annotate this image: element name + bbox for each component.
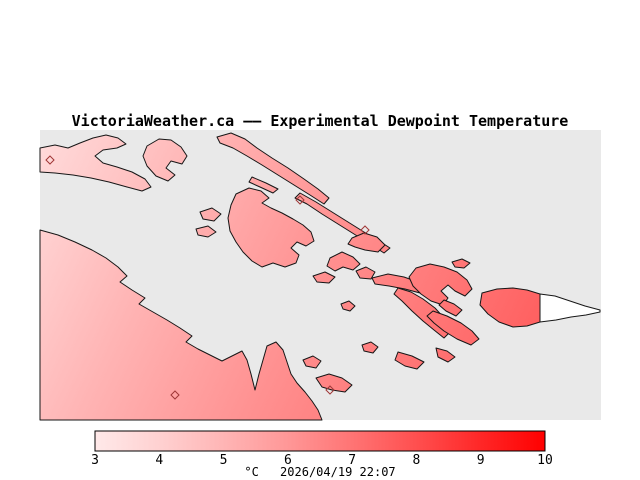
colorbar-tick-label: 10 xyxy=(537,453,553,468)
page-title: VictoriaWeather.ca —— Experimental Dewpo… xyxy=(72,112,569,130)
landmass-lummi-east xyxy=(479,287,541,328)
landmass-vancouver-island xyxy=(39,229,323,421)
colorbar-tick-label: 6 xyxy=(284,453,292,468)
landmasses xyxy=(39,132,601,421)
station-marker xyxy=(295,195,305,205)
landmass-gabriola-island xyxy=(142,138,188,182)
landmass-valdes-chain xyxy=(216,132,330,205)
landmass-orcas-island xyxy=(408,263,473,306)
colorbar-tick-label: 3 xyxy=(91,453,99,468)
landmass-saltspring-island xyxy=(227,187,315,268)
landmass-small-island-1 xyxy=(361,341,379,354)
station-marker xyxy=(45,155,55,165)
landmass-sucia-island xyxy=(451,258,471,269)
colorbar-tick-label: 9 xyxy=(477,453,485,468)
landmass-wallace-sliver xyxy=(248,176,279,194)
landmass-small-island-2 xyxy=(340,300,356,312)
landmass-lopez-island xyxy=(426,310,480,346)
landmass-shaw-island xyxy=(438,299,463,317)
landmass-kuper-island xyxy=(199,207,222,222)
colorbar: 3 4 5 6 7 8 9 10 °C 2026/04/19 22:07 xyxy=(91,430,553,479)
colorbar-tick-labels: 3 4 5 6 7 8 9 10 xyxy=(91,453,553,468)
station-marker xyxy=(325,385,335,395)
landmass-prevost-island xyxy=(312,271,336,284)
colorbar-tick-label: 5 xyxy=(220,453,228,468)
landmass-thetis-island xyxy=(195,225,217,238)
landmass-nanaimo-coast xyxy=(39,134,152,192)
landmass-pender-north xyxy=(326,251,361,272)
colorbar-tick-label: 4 xyxy=(155,453,163,468)
landmass-james-island xyxy=(302,355,322,369)
landmass-small-island-3 xyxy=(435,347,456,363)
colorbar-gradient-bar xyxy=(94,430,546,452)
station-markers xyxy=(45,155,370,400)
colorbar-tick-label: 7 xyxy=(348,453,356,468)
landmass-pender-south xyxy=(355,266,376,280)
colorbar-unit: °C xyxy=(244,465,258,479)
landmass-no-data-area xyxy=(539,293,601,323)
colorbar-tick-label: 8 xyxy=(413,453,421,468)
landmass-darcy-island xyxy=(394,351,425,370)
station-marker xyxy=(360,225,370,235)
station-marker xyxy=(170,390,180,400)
map-timestamp: 2026/04/19 22:07 xyxy=(280,465,396,479)
landmass-mayne-island xyxy=(347,232,386,253)
landmass-sidney-island xyxy=(315,373,353,393)
colorbar-caption: °C 2026/04/19 22:07 xyxy=(244,465,395,479)
